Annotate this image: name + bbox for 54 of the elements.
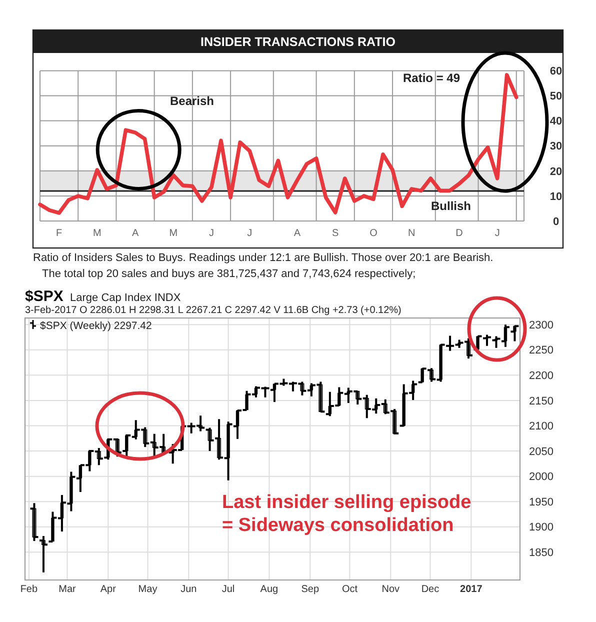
x-tick-label: A — [294, 228, 301, 239]
y-tick-label: 20 — [550, 166, 562, 178]
y-tick-label: 2150 — [529, 395, 554, 408]
y-tick-label: 2300 — [529, 319, 554, 332]
x-tick-label: M — [169, 228, 178, 239]
x-tick-label: M — [92, 228, 102, 239]
y-tick-label: 60 — [550, 66, 562, 78]
x-tick-label: Mar — [58, 584, 77, 595]
annotation: = Sideways consolidation — [222, 515, 454, 536]
text: Ratio of Insiders Sales to Buys. Readings under 12:1 are Bullish. Those over 20:1 are Bearish. — [33, 252, 494, 264]
y-tick-label: 2100 — [529, 420, 554, 433]
y-tick-label: 50 — [550, 90, 562, 103]
x-tick-label: D — [456, 228, 463, 239]
x-tick-label: O — [370, 228, 378, 239]
line-series — [38, 73, 518, 215]
x-tick-label: May — [138, 584, 158, 595]
x-tick-label: Aug — [260, 584, 278, 595]
chart-subtitle: Large Cap Index INDX — [70, 292, 182, 304]
x-tick-label: A — [132, 228, 139, 239]
y-tick-label: 1850 — [529, 547, 554, 560]
x-tick-label: J — [494, 228, 500, 239]
y-tick-label: 1900 — [529, 522, 554, 534]
x-tick-label: 2017 — [460, 584, 483, 595]
x-tick-label: S — [332, 228, 340, 239]
annotation: Bullish — [430, 199, 472, 213]
chart-title: $SPX — [25, 288, 64, 305]
x-tick-label: Nov — [382, 584, 400, 595]
x-tick-label: Sep — [301, 584, 320, 595]
y-tick-label: 2250 — [529, 344, 554, 357]
y-tick-label: 2050 — [529, 446, 554, 458]
annotation: Bearish — [170, 94, 214, 108]
y-tick-label: 30 — [550, 140, 562, 153]
y-tick-label: 0 — [552, 216, 560, 228]
y-tick-label: 40 — [550, 116, 562, 128]
annotation: Last insider selling episode — [222, 492, 472, 513]
x-tick-label: N — [408, 228, 416, 239]
chart-title: INSIDER TRANSACTIONS RATIO — [200, 35, 396, 49]
legend-label: $SPX (Weekly) 2297.42 — [40, 320, 152, 332]
text: The total top 20 sales and buys are 381,725,437 and 7,743,624 respectively; — [42, 268, 416, 280]
y-tick-label: 2200 — [529, 370, 554, 382]
x-tick-label: Oct — [342, 584, 358, 595]
x-tick-label: J — [247, 228, 252, 239]
x-tick-label: Jul — [222, 584, 235, 595]
x-tick-label: Jun — [180, 584, 197, 595]
x-tick-label: Apr — [100, 584, 117, 595]
x-tick-label: Feb — [20, 584, 38, 595]
x-tick-label: Dec — [421, 584, 440, 595]
x-tick-label: J — [208, 228, 214, 239]
text: 3-Feb-2017 O 2286.01 H 2298.31 L 2267.21 C 2297.42 V 11.6B Chg +2.73 (+0.12%) — [25, 305, 402, 316]
y-tick-label: 2000 — [529, 471, 554, 484]
y-tick-label: 10 — [550, 190, 562, 203]
x-tick-label: F — [56, 228, 62, 239]
y-tick-label: 1950 — [529, 496, 554, 508]
annotation: Ratio = 49 — [403, 71, 460, 85]
